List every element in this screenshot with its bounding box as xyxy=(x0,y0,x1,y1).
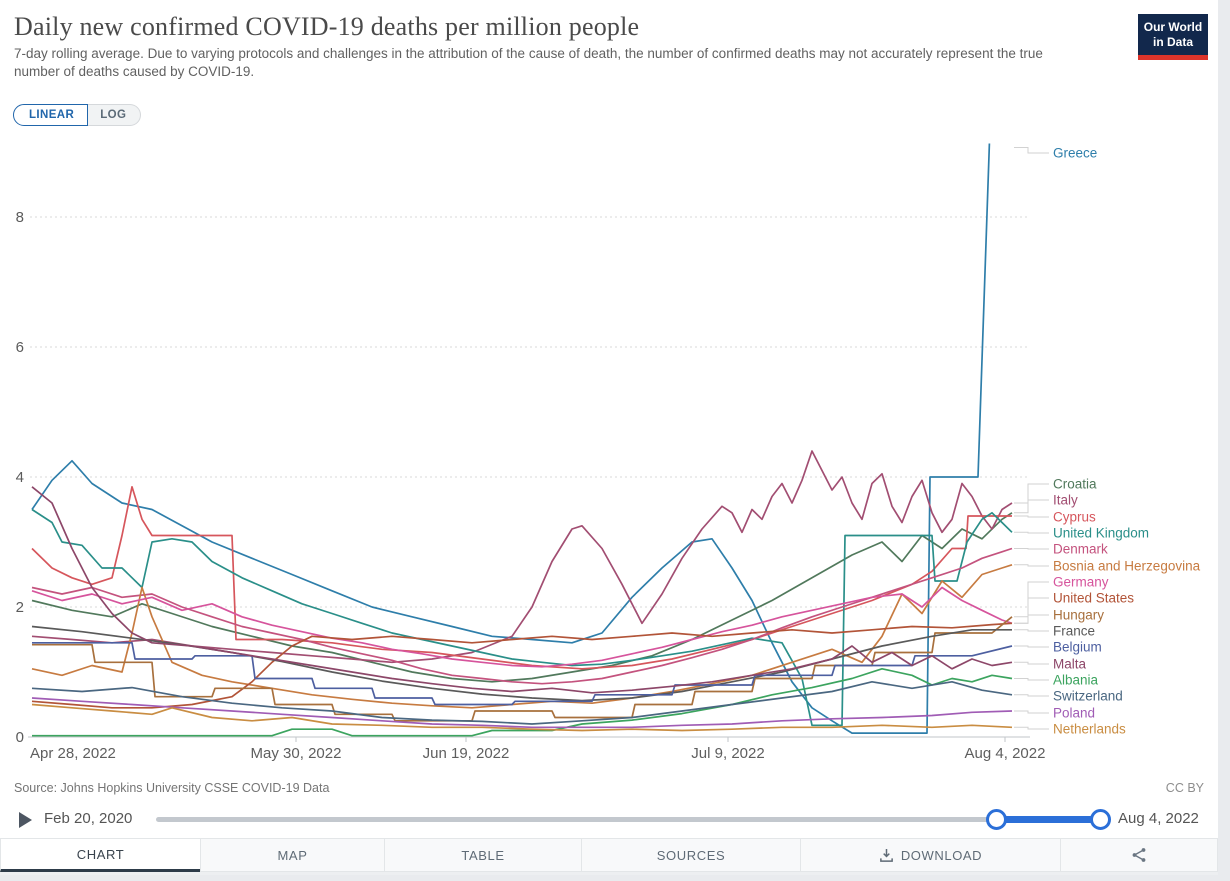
x-tick-label: Jun 19, 2022 xyxy=(423,745,510,762)
scale-toggle: LINEAR LOG xyxy=(13,104,142,126)
timeline-start-label: Feb 20, 2020 xyxy=(44,810,133,827)
chart-header: Daily new confirmed COVID-19 deaths per … xyxy=(14,12,1124,81)
source-text[interactable]: Source: Johns Hopkins University CSSE CO… xyxy=(14,781,330,795)
linear-button[interactable]: LINEAR xyxy=(13,104,89,126)
series-label-albania[interactable]: Albania xyxy=(1053,673,1099,688)
label-connector-denmark xyxy=(1014,548,1049,550)
x-tick-label: Aug 4, 2022 xyxy=(965,745,1046,762)
footer-tabs: CHART MAP TABLE SOURCES DOWNLOAD xyxy=(0,838,1218,872)
series-line-cyprus[interactable] xyxy=(31,485,1012,670)
tab-sources[interactable]: SOURCES xyxy=(581,838,800,872)
tab-chart[interactable]: CHART xyxy=(0,838,200,872)
timeline-track[interactable] xyxy=(156,817,1100,822)
owid-logo-line2: in Data xyxy=(1152,35,1193,49)
line-chart[interactable]: 0 2 4 6 8 Apr 28, 2022 May 30, 2022 Jun 19, 202… xyxy=(0,138,1218,763)
page-title: Daily new confirmed COVID-19 deaths per … xyxy=(14,12,640,41)
chart-subtitle: 7-day rolling average. Due to varying pr… xyxy=(14,46,1043,80)
tab-chart-label: CHART xyxy=(76,846,125,862)
label-connector-hungary xyxy=(1014,614,1049,618)
timeline-handle-start[interactable] xyxy=(986,809,1007,830)
label-connector-albania xyxy=(1014,678,1049,681)
timeline-control: Feb 20, 2020 Aug 4, 2022 xyxy=(0,804,1218,836)
series-label-germany[interactable]: Germany xyxy=(1053,575,1109,590)
series-label-switzerland[interactable]: Switzerland xyxy=(1053,689,1123,704)
timeline-end-label: Aug 4, 2022 xyxy=(1118,810,1199,827)
y-tick-label-4: 4 xyxy=(16,469,24,486)
share-icon xyxy=(1132,848,1146,862)
tab-share[interactable] xyxy=(1060,838,1218,872)
series-label-greece[interactable]: Greece xyxy=(1053,146,1097,161)
play-icon[interactable] xyxy=(19,812,32,828)
page-bottom-strip xyxy=(0,872,1218,875)
tab-map[interactable]: MAP xyxy=(200,838,384,872)
series-label-croatia[interactable]: Croatia xyxy=(1053,477,1097,492)
label-connector-france xyxy=(1014,629,1049,632)
series-line-denmark[interactable] xyxy=(31,547,1013,685)
series-label-belgium[interactable]: Belgium xyxy=(1053,640,1102,655)
series-label-cyprus[interactable]: Cyprus xyxy=(1053,510,1096,525)
source-row: Source: Johns Hopkins University CSSE CO… xyxy=(14,781,1204,795)
owid-logo-line1: Our World xyxy=(1143,20,1203,34)
series-line-switzerland[interactable] xyxy=(31,680,1013,725)
series-label-netherlands[interactable]: Netherlands xyxy=(1053,722,1126,737)
label-connector-bosnia-and-herzegovina xyxy=(1014,564,1049,567)
label-connector-belgium xyxy=(1014,645,1049,648)
download-icon xyxy=(879,848,893,862)
y-tick-label-8: 8 xyxy=(16,209,24,226)
tab-sources-label: SOURCES xyxy=(656,847,726,863)
series-label-united-states[interactable]: United States xyxy=(1053,591,1134,606)
series-line-poland[interactable] xyxy=(31,697,1013,729)
tab-map-label: MAP xyxy=(277,847,308,863)
series-line-belgium[interactable] xyxy=(32,641,1013,706)
tab-download-label: DOWNLOAD xyxy=(900,847,983,863)
series-label-poland[interactable]: Poland xyxy=(1053,706,1095,721)
series-line-united-kingdom[interactable] xyxy=(31,508,1013,727)
label-connector-poland xyxy=(1014,710,1049,714)
label-connector-united-states xyxy=(1014,597,1049,624)
x-tick-label: May 30, 2022 xyxy=(251,745,342,762)
series-label-denmark[interactable]: Denmark xyxy=(1053,542,1108,557)
label-connector-united-kingdom xyxy=(1014,531,1049,534)
series-line-greece[interactable] xyxy=(31,138,991,734)
label-connector-cyprus xyxy=(1014,515,1049,518)
owid-logo[interactable]: Our World in Data xyxy=(1138,14,1208,60)
label-connector-netherlands xyxy=(1014,726,1049,730)
series-line-malta[interactable] xyxy=(31,486,1013,694)
series-label-france[interactable]: France xyxy=(1053,624,1095,639)
label-connector-greece xyxy=(1014,147,1049,154)
y-tick-label-2: 2 xyxy=(16,599,24,616)
series-label-bosnia-and-herzegovina[interactable]: Bosnia and Herzegovina xyxy=(1053,559,1201,574)
log-button[interactable]: LOG xyxy=(88,104,142,126)
series-label-italy[interactable]: Italy xyxy=(1053,493,1078,508)
series-label-hungary[interactable]: Hungary xyxy=(1053,608,1104,623)
x-tick-label: Jul 9, 2022 xyxy=(691,745,764,762)
series-line-bosnia-and-herzegovina[interactable] xyxy=(31,563,1013,709)
timeline-handle-end[interactable] xyxy=(1090,809,1111,830)
label-connector-malta xyxy=(1014,661,1049,665)
series-label-malta[interactable]: Malta xyxy=(1053,657,1087,672)
series-line-albania[interactable] xyxy=(32,667,1013,737)
tab-table-label: TABLE xyxy=(461,847,505,863)
series-line-germany[interactable] xyxy=(31,586,1013,668)
license-badge[interactable]: CC BY xyxy=(1165,781,1204,795)
label-connector-croatia xyxy=(1014,483,1049,514)
y-tick-label-0: 0 xyxy=(16,729,24,746)
series-line-netherlands[interactable] xyxy=(31,703,1013,732)
series-label-united-kingdom[interactable]: United Kingdom xyxy=(1053,526,1149,541)
tab-download[interactable]: DOWNLOAD xyxy=(800,838,1060,872)
series-line-italy[interactable] xyxy=(31,450,1013,664)
tab-table[interactable]: TABLE xyxy=(384,838,581,872)
timeline-selected-range[interactable] xyxy=(996,816,1100,823)
x-tick-label: Apr 28, 2022 xyxy=(30,745,116,762)
y-tick-label-6: 6 xyxy=(16,339,24,356)
label-connector-italy xyxy=(1014,499,1049,504)
label-connector-switzerland xyxy=(1014,694,1049,697)
